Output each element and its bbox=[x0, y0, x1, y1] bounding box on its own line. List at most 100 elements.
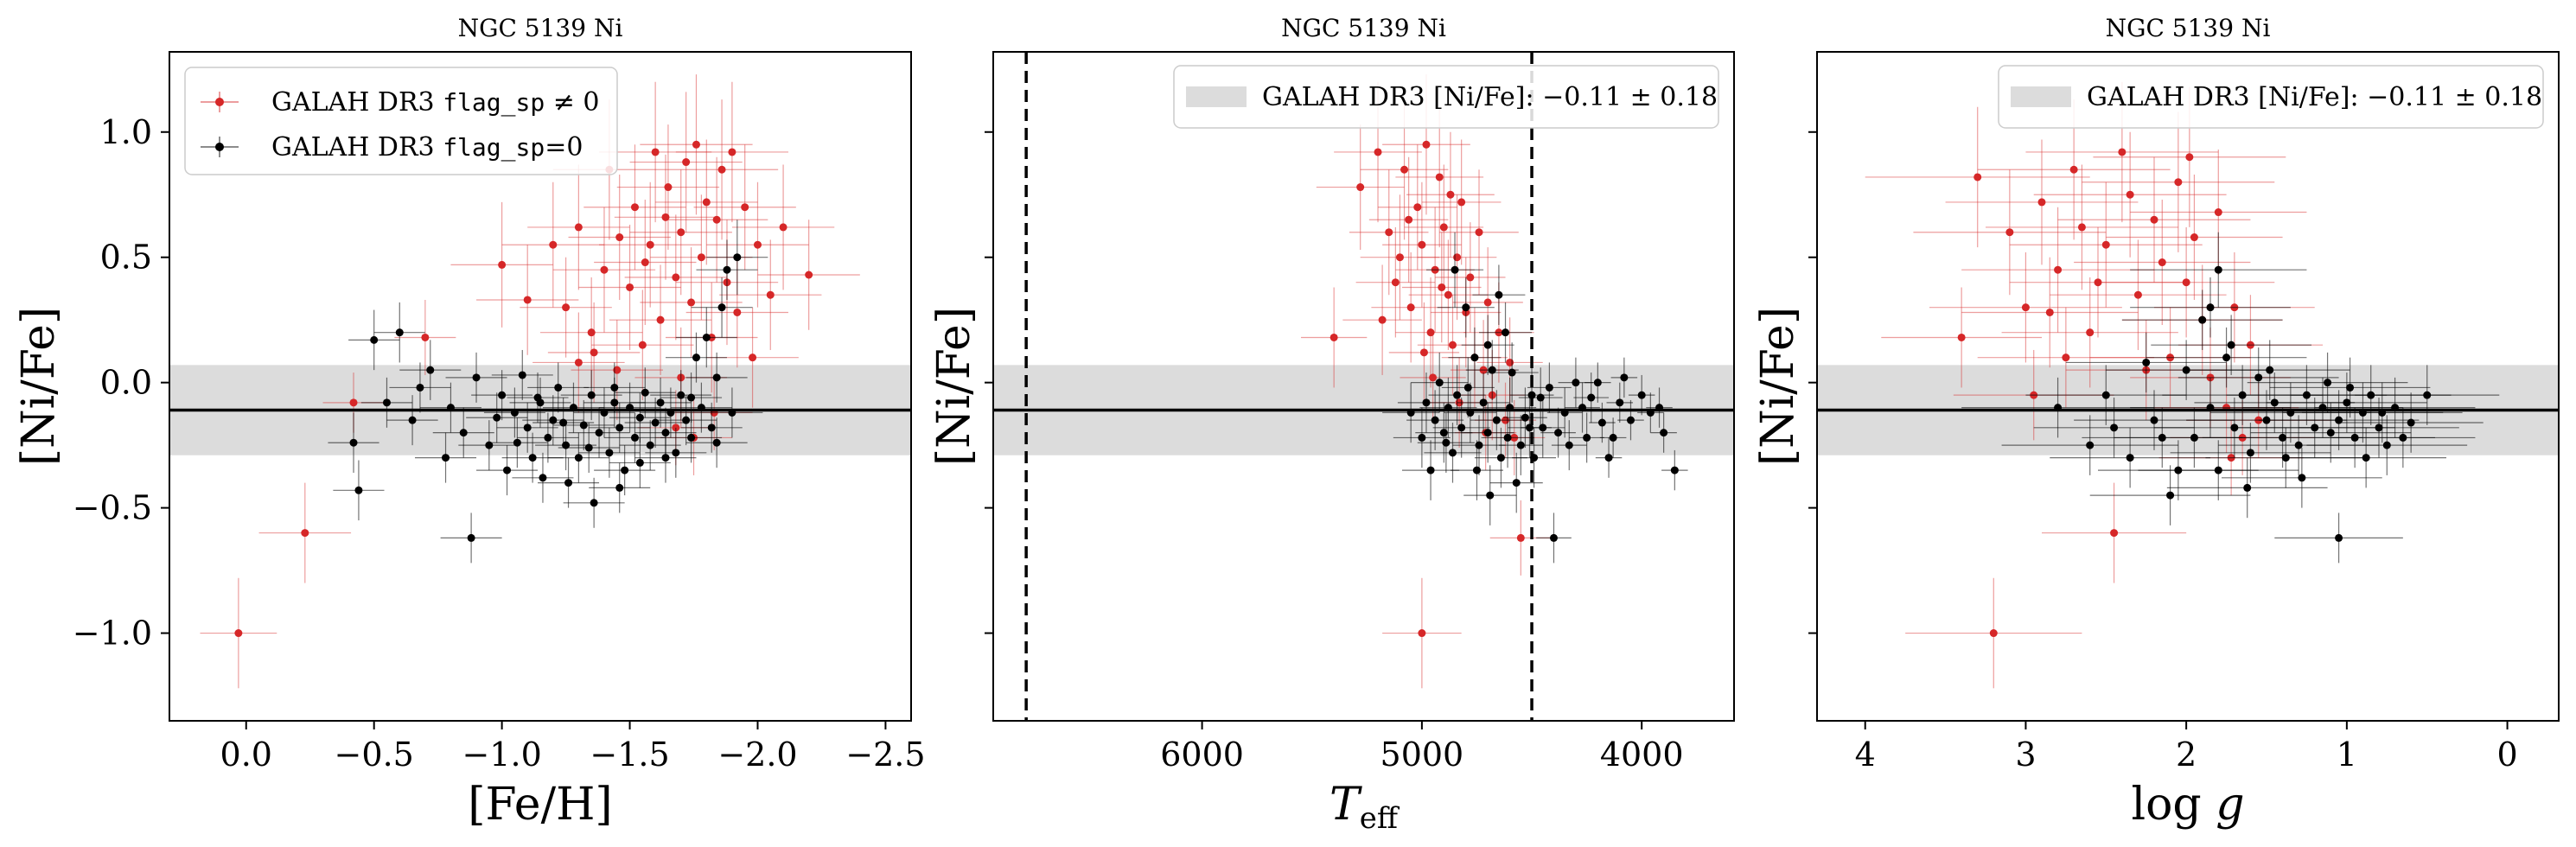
data-point bbox=[665, 99, 779, 240]
data-point bbox=[1404, 164, 1484, 290]
marker bbox=[1463, 383, 1472, 392]
marker bbox=[641, 388, 649, 397]
data-point bbox=[200, 577, 277, 689]
marker bbox=[503, 466, 512, 474]
data-point bbox=[512, 452, 574, 503]
marker bbox=[1989, 629, 1998, 638]
marker bbox=[1495, 290, 1503, 299]
marker bbox=[1472, 466, 1481, 474]
marker bbox=[1604, 454, 1613, 462]
marker bbox=[707, 424, 716, 432]
marker bbox=[1422, 398, 1431, 407]
legend-marker bbox=[215, 143, 224, 151]
marker bbox=[1506, 358, 1514, 366]
x-tick-label: 0 bbox=[2496, 736, 2517, 774]
marker bbox=[672, 273, 680, 282]
data-point bbox=[1527, 362, 1572, 413]
data-point bbox=[1441, 357, 1495, 418]
data-point bbox=[1551, 420, 1587, 471]
marker bbox=[2133, 290, 2142, 299]
data-point bbox=[2098, 440, 2259, 500]
marker bbox=[697, 253, 705, 262]
marker bbox=[518, 371, 526, 379]
panel-title: NGC 5139 Ni bbox=[2106, 14, 2271, 42]
data-point bbox=[440, 513, 502, 564]
marker bbox=[2246, 449, 2254, 457]
marker bbox=[2227, 341, 2235, 349]
x-axis-label: log g bbox=[2131, 779, 2244, 831]
marker bbox=[1418, 433, 1426, 442]
marker bbox=[728, 148, 736, 156]
marker bbox=[1583, 433, 1591, 442]
marker bbox=[687, 298, 696, 307]
marker bbox=[234, 629, 243, 638]
marker bbox=[2126, 454, 2134, 462]
data-point bbox=[476, 245, 579, 355]
data-point bbox=[629, 169, 732, 296]
data-point bbox=[1865, 106, 2090, 248]
marker bbox=[590, 499, 598, 507]
marker bbox=[712, 438, 721, 447]
data-point bbox=[634, 432, 697, 483]
marker bbox=[2158, 258, 2166, 267]
x-tick-label: 5000 bbox=[1380, 736, 1464, 774]
legend-swatch bbox=[1186, 86, 1247, 107]
data-point bbox=[1905, 577, 2082, 689]
marker bbox=[2101, 391, 2110, 399]
marker bbox=[651, 148, 660, 156]
marker bbox=[717, 165, 726, 174]
data-point bbox=[1606, 382, 1634, 424]
data-point bbox=[552, 207, 656, 333]
marker bbox=[472, 373, 481, 382]
data-point bbox=[1378, 144, 1457, 271]
marker bbox=[766, 290, 775, 299]
data-point bbox=[1986, 164, 2178, 290]
y-axis-label: [Ni/Fe] bbox=[1752, 307, 1804, 466]
marker bbox=[2045, 308, 2054, 316]
data-point bbox=[2130, 232, 2307, 308]
marker bbox=[805, 271, 813, 279]
marker bbox=[2182, 278, 2190, 287]
marker bbox=[1453, 253, 1462, 262]
marker bbox=[1536, 393, 1545, 402]
legend-swatch bbox=[2011, 86, 2071, 107]
marker bbox=[513, 438, 521, 447]
data-point bbox=[1382, 182, 1462, 308]
marker bbox=[2375, 424, 2383, 432]
marker bbox=[682, 416, 691, 424]
y-tick-label: 0.5 bbox=[100, 239, 152, 277]
data-point bbox=[560, 370, 622, 421]
panel-1: 0.0 −0.5 −1.0 −1.5 −2.0 −2.5 1.0 0.5 0.0 −0.5 −1.0… bbox=[13, 14, 926, 831]
x-tick-label: 4000 bbox=[1600, 736, 1684, 774]
marker bbox=[523, 424, 532, 432]
data-point bbox=[394, 299, 456, 375]
data-point bbox=[2151, 315, 2311, 375]
marker bbox=[1435, 379, 1444, 387]
data-point bbox=[348, 309, 400, 371]
marker bbox=[646, 441, 654, 449]
marker bbox=[753, 240, 762, 249]
data-point bbox=[1439, 169, 1519, 296]
marker bbox=[1446, 190, 1455, 199]
marker bbox=[687, 433, 696, 442]
data-point bbox=[445, 352, 507, 403]
x-tick-label: −0.5 bbox=[335, 736, 414, 774]
data-point bbox=[501, 182, 604, 308]
marker bbox=[1378, 315, 1387, 324]
data-point bbox=[675, 81, 788, 223]
data-point bbox=[2025, 365, 2187, 425]
data-point bbox=[1945, 139, 2139, 265]
marker bbox=[1503, 433, 1512, 442]
marker bbox=[2166, 491, 2175, 500]
data-point bbox=[685, 417, 748, 468]
marker bbox=[1438, 283, 1446, 291]
marker bbox=[1502, 328, 1510, 337]
panel-2: 6000 5000 4000 NGC 5139 Ni Teff [Ni/Fe] GALAH … bbox=[928, 14, 1735, 836]
data-point bbox=[2001, 277, 2178, 388]
data-point bbox=[1397, 373, 1456, 433]
marker bbox=[2185, 153, 2194, 162]
marker bbox=[1488, 366, 1496, 374]
marker bbox=[2150, 416, 2158, 424]
marker bbox=[1453, 391, 1462, 399]
data-point bbox=[1573, 373, 1610, 424]
